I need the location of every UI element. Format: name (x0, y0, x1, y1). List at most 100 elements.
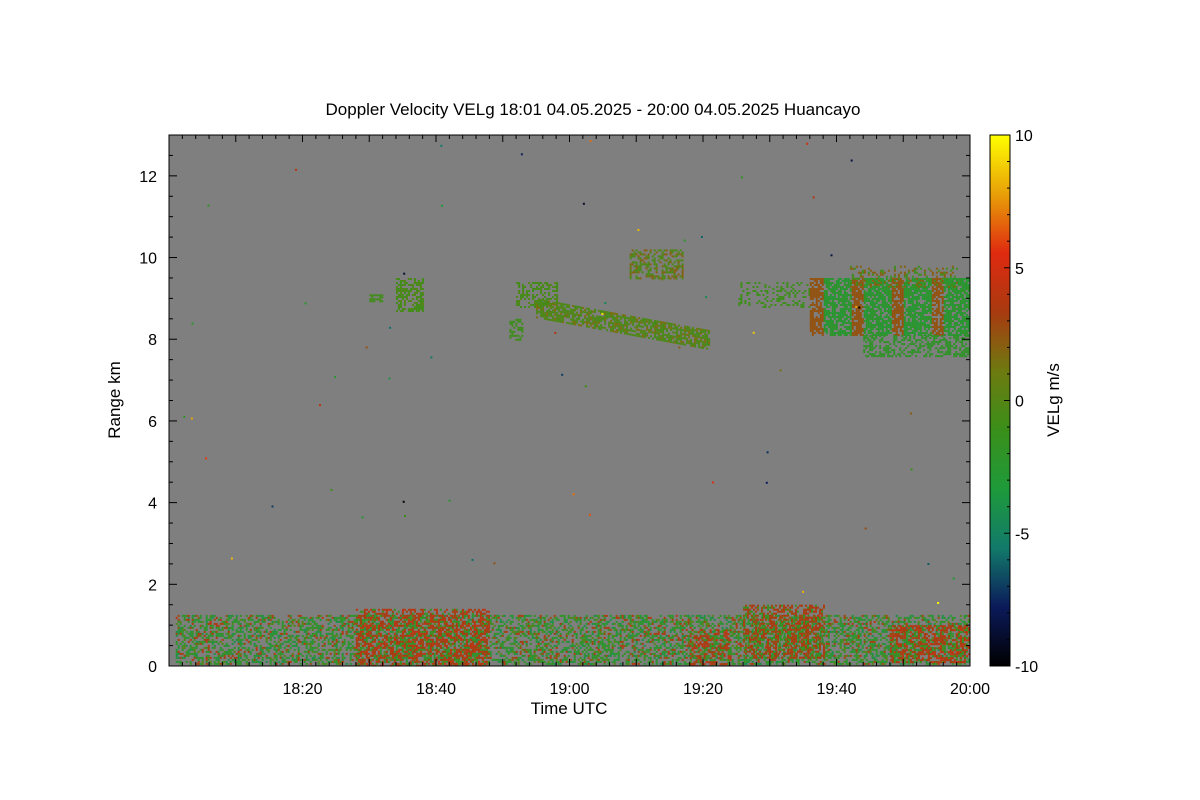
echo-cell (269, 656, 272, 659)
echo-cell (235, 618, 238, 621)
echo-cell (573, 632, 576, 635)
echo-cell (747, 620, 750, 623)
echo-cell (345, 648, 348, 651)
echo-cell (249, 650, 252, 653)
echo-cell (253, 656, 256, 659)
echo-cell (555, 654, 558, 657)
echo-cell (553, 656, 556, 659)
echo-cell (907, 654, 910, 657)
echo-cell (621, 628, 624, 631)
echo-cell (303, 660, 306, 663)
echo-cell (257, 656, 260, 659)
echo-cell (663, 618, 666, 621)
echo-cell (589, 634, 592, 637)
echo-cell (637, 648, 640, 651)
echo-cell (401, 650, 404, 653)
echo-cell (375, 632, 378, 635)
echo-cell (563, 614, 566, 617)
echo-cell (257, 614, 260, 617)
echo-cell (663, 662, 666, 665)
echo-cell (599, 632, 602, 635)
echo-cell (269, 660, 272, 663)
echo-cell (395, 636, 398, 639)
echo-cell (455, 632, 458, 635)
echo-cell (323, 648, 326, 651)
echo-cell (871, 638, 874, 641)
echo-cell (855, 656, 858, 659)
echo-cell (255, 652, 258, 655)
echo-cell (237, 640, 240, 643)
echo-cell (189, 662, 192, 665)
echo-cell (791, 660, 794, 663)
echo-cell (937, 624, 940, 627)
echo-cell (673, 650, 676, 653)
echo-cell (945, 650, 948, 653)
echo-cell (513, 650, 516, 653)
echo-cell (529, 658, 532, 661)
echo-cell (825, 620, 828, 623)
echo-cell (845, 658, 848, 661)
echo-cell (647, 656, 650, 659)
echo-cell (775, 626, 778, 629)
echo-cell (409, 634, 412, 637)
echo-cell (861, 614, 864, 617)
echo-cell (177, 620, 180, 623)
echo-cell (265, 636, 268, 639)
echo-cell (525, 640, 528, 643)
echo-cell (179, 620, 182, 623)
echo-cell (351, 626, 354, 629)
echo-cell (733, 652, 736, 655)
echo-cell (671, 646, 674, 649)
echo-cell (629, 636, 632, 639)
echo-cell (525, 642, 528, 645)
echo-cell (529, 662, 532, 665)
echo-cell (267, 624, 270, 627)
echo-cell (745, 622, 748, 625)
echo-cell (837, 654, 840, 657)
echo-cell (661, 632, 664, 635)
echo-cell (489, 652, 492, 655)
echo-cell (677, 626, 680, 629)
echo-cell (663, 644, 666, 647)
echo-cell (625, 662, 628, 665)
echo-cell (589, 616, 592, 619)
echo-cell (535, 636, 538, 639)
echo-cell (827, 636, 830, 639)
echo-cell (299, 626, 302, 629)
echo-cell (537, 636, 540, 639)
echo-cell (197, 630, 200, 633)
echo-cell (627, 614, 630, 617)
echo-cell (555, 650, 558, 653)
echo-cell (425, 634, 428, 637)
echo-cell (679, 630, 682, 633)
echo-cell (845, 634, 848, 637)
echo-cell (611, 650, 614, 653)
echo-cell (599, 660, 602, 663)
echo-cell (927, 620, 930, 623)
echo-cell (747, 622, 750, 625)
echo-cell (683, 650, 686, 653)
echo-cell (513, 660, 516, 663)
echo-cell (289, 636, 292, 639)
echo-cell (227, 644, 230, 647)
echo-cell (639, 648, 642, 651)
echo-cell (237, 652, 240, 655)
echo-cell (205, 646, 208, 649)
echo-cell (549, 644, 552, 647)
echo-cell (275, 656, 278, 659)
echo-cell (633, 624, 636, 627)
echo-cell (353, 632, 356, 635)
echo-cell (549, 656, 552, 659)
echo-cell (387, 624, 390, 627)
echo-cell (225, 650, 228, 653)
echo-cell (301, 616, 304, 619)
echo-cell (845, 638, 848, 641)
echo-cell (809, 658, 812, 661)
echo-cell (849, 630, 852, 633)
echo-cell (885, 660, 888, 663)
echo-cell (231, 642, 234, 645)
echo-cell (647, 634, 650, 637)
echo-cell (269, 662, 272, 665)
echo-cell (545, 622, 548, 625)
echo-cell (789, 644, 792, 647)
